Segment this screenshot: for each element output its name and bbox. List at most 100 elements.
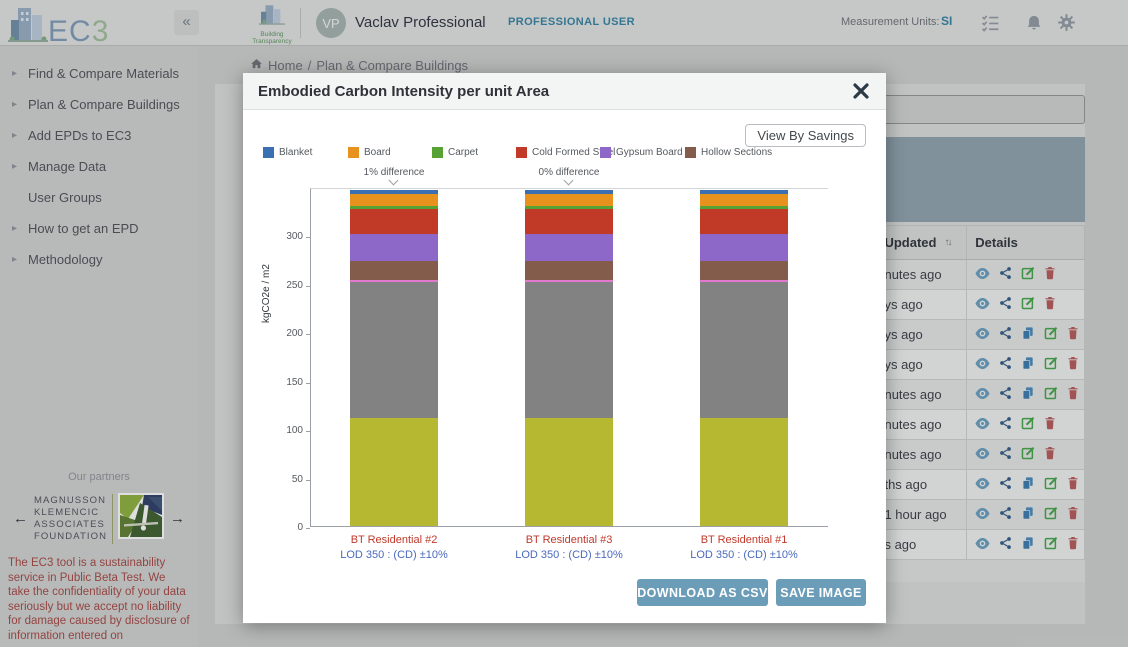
carousel-right-arrow-icon[interactable]: → (170, 510, 186, 527)
copy-icon[interactable] (1021, 476, 1035, 494)
share-icon[interactable] (999, 476, 1012, 493)
bar-segment-hollow-sections[interactable] (700, 260, 788, 280)
eye-icon[interactable] (975, 537, 990, 553)
share-icon[interactable] (999, 536, 1012, 553)
edit-icon[interactable] (1021, 266, 1035, 283)
edit-icon[interactable] (1044, 476, 1058, 493)
building-transparency-logo[interactable]: Building Transparency (250, 4, 294, 45)
close-icon[interactable] (851, 81, 871, 101)
bar-segment-unlabeled-pink-segment[interactable] (525, 280, 613, 282)
ec3-logo[interactable]: EC3 (8, 4, 109, 49)
eye-icon[interactable] (975, 327, 990, 343)
copy-icon[interactable] (1021, 326, 1035, 344)
edit-icon[interactable] (1044, 326, 1058, 343)
trash-icon[interactable] (1067, 326, 1079, 343)
bar-segment-unlabeled-yellow-segment[interactable] (525, 417, 613, 526)
sidebar-item-how-to-get-an-epd[interactable]: ▸ How to get an EPD (0, 213, 198, 244)
trash-icon[interactable] (1067, 506, 1079, 523)
bar-segment-unlabeled-gray-segment[interactable] (350, 281, 438, 418)
bar-segment-unlabeled-pink-segment[interactable] (700, 280, 788, 282)
stacked-bar-bt-residential-1[interactable] (700, 187, 788, 526)
bar-segment-blanket[interactable] (700, 189, 788, 194)
share-icon[interactable] (999, 386, 1012, 403)
bar-segment-blanket[interactable] (350, 189, 438, 194)
bar-segment-unlabeled-pink-segment[interactable] (350, 280, 438, 282)
eye-icon[interactable] (975, 417, 990, 433)
edit-icon[interactable] (1021, 446, 1035, 463)
bar-segment-unlabeled-yellow-segment[interactable] (700, 417, 788, 526)
eye-icon[interactable] (975, 297, 990, 313)
stacked-bar-bt-residential-2[interactable] (350, 187, 438, 526)
settings-gear-icon[interactable] (1057, 13, 1077, 33)
bar-segment-unlabeled-yellow-segment[interactable] (350, 417, 438, 526)
bar-segment-cold-formed-steel[interactable] (525, 209, 613, 234)
sort-icon[interactable]: ↑↓ (944, 237, 952, 248)
share-icon[interactable] (999, 266, 1012, 283)
copy-icon[interactable] (1021, 506, 1035, 524)
eye-icon[interactable] (975, 387, 990, 403)
carousel-left-arrow-icon[interactable]: ← (12, 510, 28, 527)
bar-segment-gypsum-board[interactable] (525, 233, 613, 261)
trash-icon[interactable] (1044, 266, 1056, 283)
bar-segment-board[interactable] (525, 193, 613, 207)
bar-segment-gypsum-board[interactable] (350, 233, 438, 261)
measurement-units-value[interactable]: SI (941, 14, 953, 28)
share-icon[interactable] (999, 326, 1012, 343)
trash-icon[interactable] (1044, 296, 1056, 313)
copy-icon[interactable] (1021, 536, 1035, 554)
eye-icon[interactable] (975, 447, 990, 463)
edit-icon[interactable] (1044, 506, 1058, 523)
bar-segment-cold-formed-steel[interactable] (700, 209, 788, 234)
trash-icon[interactable] (1067, 386, 1079, 403)
share-icon[interactable] (999, 506, 1012, 523)
share-icon[interactable] (999, 416, 1012, 433)
legend-item-blanket[interactable]: Blanket (263, 147, 312, 158)
eye-icon[interactable] (975, 477, 990, 493)
bar-segment-cold-formed-steel[interactable] (350, 209, 438, 234)
sidebar-item-user-groups[interactable]: User Groups (0, 182, 198, 213)
bar-segment-hollow-sections[interactable] (350, 260, 438, 280)
trash-icon[interactable] (1067, 536, 1079, 553)
trash-icon[interactable] (1067, 476, 1079, 493)
trash-icon[interactable] (1044, 446, 1056, 463)
column-header-updated[interactable]: Updated (884, 235, 937, 250)
edit-icon[interactable] (1044, 536, 1058, 553)
bar-segment-board[interactable] (700, 193, 788, 207)
sidebar-item-plan-compare-buildings[interactable]: ▸ Plan & Compare Buildings (0, 89, 198, 120)
edit-icon[interactable] (1021, 416, 1035, 433)
bar-segment-blanket[interactable] (525, 189, 613, 194)
user-avatar[interactable]: VP (316, 8, 346, 38)
bar-segment-carpet[interactable] (700, 206, 788, 210)
bar-segment-unlabeled-gray-segment[interactable] (525, 281, 613, 418)
sidebar-collapse-button[interactable]: « (174, 10, 199, 35)
sidebar-item-methodology[interactable]: ▸ Methodology (0, 244, 198, 275)
edit-icon[interactable] (1044, 386, 1058, 403)
bar-segment-carpet[interactable] (525, 206, 613, 210)
view-by-savings-button[interactable]: View By Savings (745, 124, 866, 147)
legend-item-cold-formed-steel[interactable]: Cold Formed Steel (516, 147, 615, 158)
copy-icon[interactable] (1021, 356, 1035, 374)
sidebar-item-add-epds-to-ec3[interactable]: ▸ Add EPDs to EC3 (0, 120, 198, 151)
share-icon[interactable] (999, 356, 1012, 373)
trash-icon[interactable] (1067, 356, 1079, 373)
bar-segment-gypsum-board[interactable] (700, 233, 788, 261)
share-icon[interactable] (999, 446, 1012, 463)
user-name[interactable]: Vaclav Professional (355, 14, 486, 31)
trash-icon[interactable] (1044, 416, 1056, 433)
notifications-bell-icon[interactable] (1025, 13, 1045, 33)
checklist-icon[interactable] (980, 13, 1000, 33)
eye-icon[interactable] (975, 507, 990, 523)
edit-icon[interactable] (1044, 356, 1058, 373)
eye-icon[interactable] (975, 267, 990, 283)
legend-item-hollow-sections[interactable]: Hollow Sections (685, 147, 772, 158)
bar-segment-unlabeled-gray-segment[interactable] (700, 281, 788, 418)
save-image-button[interactable]: SAVE IMAGE (776, 579, 866, 606)
legend-item-board[interactable]: Board (348, 147, 391, 158)
legend-item-gypsum-board[interactable]: Gypsum Board (600, 147, 683, 158)
copy-icon[interactable] (1021, 386, 1035, 404)
bar-segment-carpet[interactable] (350, 206, 438, 210)
download-csv-button[interactable]: DOWNLOAD AS CSV (637, 579, 768, 606)
eye-icon[interactable] (975, 357, 990, 373)
sidebar-item-manage-data[interactable]: ▸ Manage Data (0, 151, 198, 182)
edit-icon[interactable] (1021, 296, 1035, 313)
